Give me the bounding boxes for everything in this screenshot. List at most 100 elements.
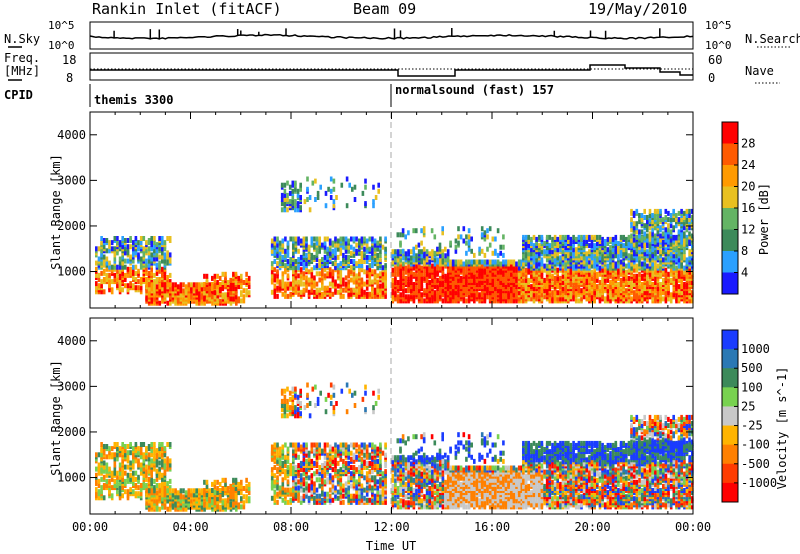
power-cell [530,247,533,253]
power-cell [617,288,620,294]
power-cell [567,253,570,259]
velocity-cell [145,464,148,470]
power-cell [683,265,686,271]
power-cell [457,240,460,246]
power-cell [95,281,98,287]
power-cell [632,221,636,227]
power-cell [614,234,618,240]
power-cell [553,251,557,257]
power-cell [242,294,246,300]
power-cell [118,275,122,280]
power-cell [153,248,156,254]
power-cell [669,277,673,283]
power-cell [622,247,625,253]
velocity-cell [121,466,124,472]
power-cell [216,284,219,290]
power-cell [441,298,445,304]
power-cell [155,248,159,254]
power-cell [192,282,196,288]
power-cell [303,199,307,205]
power-cell [321,283,324,289]
power-cell [465,273,468,279]
power-cell [276,277,279,283]
power-cell [247,275,251,281]
power-cell [688,225,691,231]
power-cell [305,236,308,242]
velocity-cell [97,452,101,458]
power-cell [102,238,106,243]
power-cell [548,286,552,292]
power-cell [147,258,151,264]
power-cell [208,286,211,292]
power-cell [355,242,358,248]
velocity-cell [118,470,122,476]
power-cell [200,298,204,304]
y-tick-label: 3000 [57,173,86,187]
power-cell [155,242,159,248]
velocity-cell [179,498,183,504]
power-cell [548,243,552,249]
power-cell [371,279,374,285]
power-cell [310,283,314,289]
power-cell [488,226,492,232]
power-cell [302,236,306,242]
power-cell [656,208,660,214]
power-cell [278,279,282,285]
power-cell [286,273,290,279]
power-cell [155,270,159,276]
power-cell [391,259,395,265]
power-cell [480,284,484,290]
power-cell [512,298,516,304]
velocity-cell [145,488,148,494]
power-cell [360,287,364,293]
power-cell [270,242,274,248]
power-cell [638,245,641,251]
power-cell [640,273,644,279]
power-cell [441,230,444,236]
power-cell [662,296,665,302]
power-cell [305,279,308,285]
power-cell [129,270,132,276]
power-cell [614,261,618,267]
power-cell [339,279,343,285]
power-cell [166,300,169,306]
power-cell [292,281,295,287]
power-cell [431,263,434,269]
power-cell [296,201,300,207]
power-cell [470,248,473,254]
power-cell [596,251,599,257]
power-cell [314,197,317,202]
power-cell [289,257,292,262]
power-cell [132,264,135,270]
velocity-cell [132,464,135,470]
power-cell [433,267,437,273]
power-cell [473,259,476,265]
power-cell [480,226,484,232]
velocity-cell [110,470,114,476]
power-cell [292,261,295,267]
power-cell [480,263,484,269]
power-cell [601,257,604,263]
power-cell [446,249,450,255]
power-cell [617,255,620,261]
power-cell [226,292,230,298]
power-cell [656,234,660,240]
power-cell [553,294,557,300]
power-cell [438,246,442,252]
power-cell [203,300,206,306]
power-cell [441,288,445,294]
power-cell [593,275,596,281]
power-cell [391,271,395,277]
power-cell [163,282,167,288]
power-cell [396,294,400,300]
power-cell [347,283,350,289]
velocity-cell [95,472,98,478]
power-cell [683,294,686,300]
velocity-cell [139,442,143,447]
power-cell [648,208,652,214]
power-cell [656,282,660,287]
power-cell [545,257,549,263]
power-cell [242,288,246,294]
power-cell [218,275,222,281]
velocity-cell [116,483,119,488]
